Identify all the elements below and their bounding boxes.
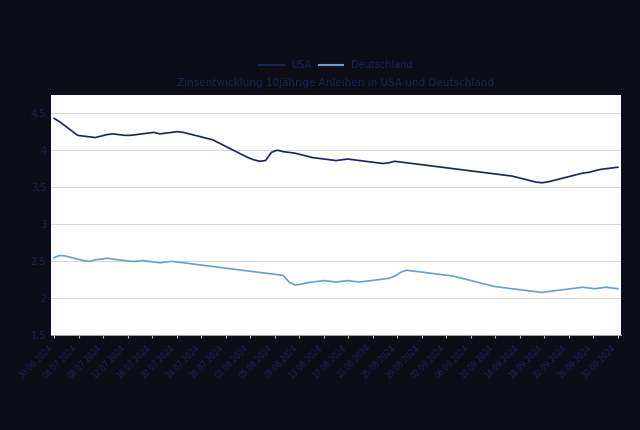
Legend: USA, Deutschland: USA, Deutschland [255,56,417,74]
Title: Zinsentwicklung 10jährige Anleihen in USA und Deutschland: Zinsentwicklung 10jährige Anleihen in US… [177,78,495,88]
